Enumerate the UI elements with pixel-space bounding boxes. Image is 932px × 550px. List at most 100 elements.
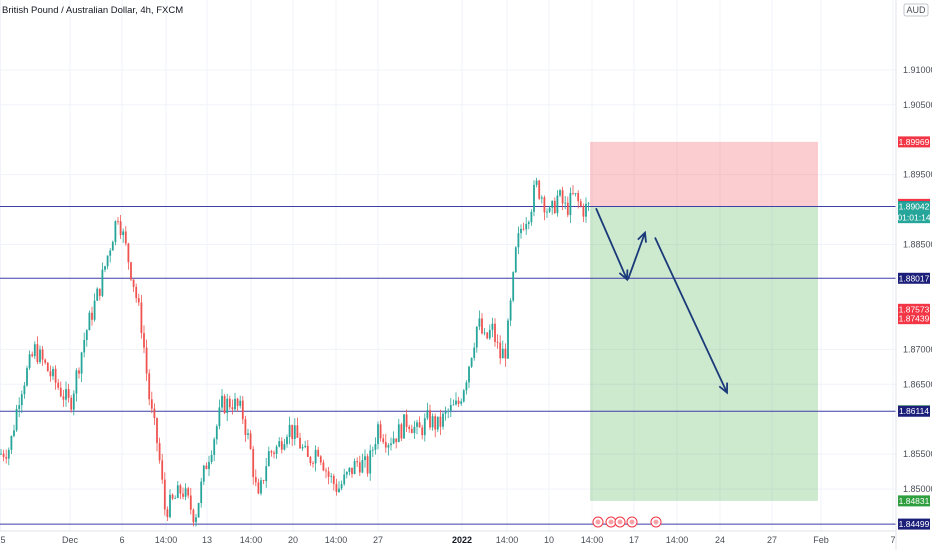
projection-arrows[interactable]: [595, 207, 729, 395]
candle-body: [572, 192, 574, 194]
candle-body: [353, 461, 356, 475]
time-tick-label: 14:00: [666, 535, 689, 545]
candle-body: [481, 318, 483, 334]
candle-body: [195, 517, 197, 523]
time-tick-label: 6: [119, 535, 124, 545]
candle-body: [0, 453, 2, 455]
candle-body: [5, 456, 8, 459]
candle-body: [59, 387, 62, 397]
candle-body: [161, 460, 164, 480]
event-dot: [629, 519, 635, 525]
candle-body: [49, 371, 52, 377]
time-tick-label: Dec: [62, 535, 79, 545]
candle-body: [582, 206, 585, 217]
candle-body: [574, 193, 577, 194]
short-position-tool[interactable]: [590, 141, 818, 501]
candle-body: [561, 190, 564, 204]
candle-body: [132, 279, 135, 287]
candle-body: [197, 502, 200, 518]
price-tag: [898, 495, 930, 507]
candle-body: [75, 370, 78, 394]
candle-body: [98, 288, 101, 296]
economic-events[interactable]: [592, 516, 662, 528]
candle-body: [23, 385, 26, 395]
candle-body: [114, 221, 117, 242]
arrow-head[interactable]: [618, 269, 629, 282]
arrow-head[interactable]: [718, 382, 729, 395]
candle-body: [317, 449, 320, 457]
arrow-line[interactable]: [654, 237, 728, 394]
time-tick-label: 25: [0, 535, 6, 545]
candle-body: [223, 395, 226, 414]
candle-body: [447, 410, 450, 412]
time-tick-label: 13: [202, 535, 212, 545]
candle-body: [249, 433, 252, 450]
candle-body: [145, 347, 148, 374]
arrow-head[interactable]: [637, 230, 647, 243]
candle-body: [436, 416, 439, 430]
candle-body: [496, 341, 499, 343]
currency-badge[interactable]: AUD: [903, 3, 929, 17]
price-tag: [898, 201, 930, 224]
candle-body: [533, 184, 535, 212]
stop-loss-zone[interactable]: [590, 141, 818, 207]
price-tag-label: 1.86114: [899, 406, 929, 416]
take-profit-zone[interactable]: [590, 206, 818, 501]
candle-body: [426, 410, 429, 419]
candlesticks: [0, 177, 590, 527]
price-tick-label: 1.87000: [903, 344, 932, 354]
price-axis[interactable]: 1.85000 1.85500 1.86500 1.87000 1.88500 1.895…: [903, 65, 932, 494]
price-tag-label: 1.87573: [899, 304, 930, 314]
candle-body: [309, 456, 312, 464]
candle-body: [540, 197, 543, 199]
candle-body: [241, 400, 244, 420]
candle-body: [148, 373, 151, 400]
price-tick-label: 1.85000: [903, 484, 932, 494]
candle-body: [109, 250, 112, 256]
candle-body: [215, 426, 218, 440]
candle-body: [488, 329, 491, 339]
candle-body: [520, 228, 522, 234]
candle-body: [293, 425, 296, 440]
candle-body: [187, 488, 190, 496]
candle-body: [306, 445, 309, 457]
candle-body: [111, 241, 114, 251]
time-axis[interactable]: 25 Dec 6 14:00 13 14:00 20 14:00 27 2022 14:00 10 14…: [0, 535, 896, 545]
candle-body: [501, 348, 504, 359]
candle-body: [377, 424, 379, 445]
candle-body: [535, 180, 538, 185]
candle-body: [397, 424, 400, 443]
candle-body: [577, 193, 580, 202]
candle-body: [179, 485, 182, 494]
candle-body: [46, 362, 49, 372]
candle-body: [449, 405, 452, 411]
price-tag-label: 1.84831: [899, 496, 930, 506]
candle-body: [418, 422, 421, 428]
candle-body: [2, 453, 5, 457]
candle-body: [117, 221, 119, 222]
candle-body: [91, 312, 93, 320]
candle-body: [384, 442, 387, 448]
candle-body: [416, 422, 418, 427]
time-tick-label: 14:00: [581, 535, 604, 545]
candle-body: [517, 233, 520, 248]
candle-body: [356, 461, 359, 463]
candle-body: [254, 477, 257, 483]
candle-body: [312, 463, 314, 464]
candle-body: [28, 354, 31, 369]
candle-body: [340, 484, 343, 489]
candle-body: [585, 203, 587, 217]
candle-body: [403, 414, 405, 439]
arrow-line[interactable]: [627, 232, 646, 280]
arrow-line[interactable]: [595, 207, 628, 280]
candle-body: [538, 180, 541, 199]
candle-body: [39, 349, 41, 363]
candle-body: [470, 357, 473, 367]
candle-body: [343, 474, 346, 485]
candle-body: [218, 407, 221, 427]
candle-body: [137, 298, 140, 303]
candle-body: [127, 243, 130, 263]
event-dot: [617, 519, 623, 525]
time-tick-label: 14:00: [240, 535, 263, 545]
